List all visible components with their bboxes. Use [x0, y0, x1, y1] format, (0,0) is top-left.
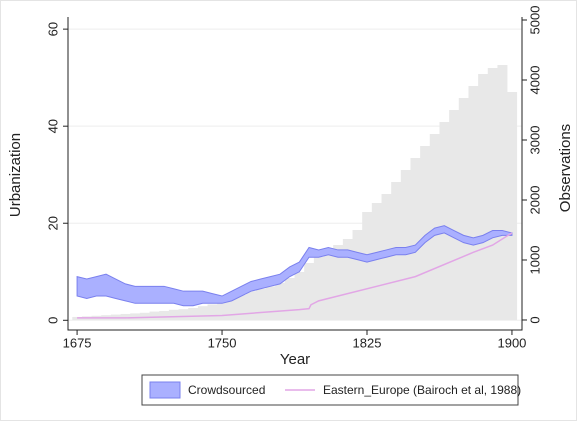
plot-area: 0 20 40 60 0 1000 2000 3000 4000 5000 1675 1750 1825… [45, 6, 542, 351]
bar [207, 304, 218, 320]
x-tick-label: 1750 [208, 335, 237, 350]
bar [478, 73, 489, 320]
x-tick-label: 1825 [353, 335, 382, 350]
y2-tick-label: 4000 [527, 66, 542, 95]
legend-label: Crowdsourced [188, 383, 265, 397]
bar [120, 313, 131, 320]
bar [159, 310, 170, 320]
bar [130, 313, 141, 320]
bar [468, 85, 479, 320]
bar [371, 202, 382, 320]
y2-tick-label: 5000 [527, 6, 542, 35]
bar [294, 271, 305, 320]
y2-axis-title: Observations [557, 124, 574, 212]
bar [284, 277, 295, 320]
y-tick-label: 20 [45, 216, 60, 230]
bar [275, 282, 286, 320]
y2-tick-label: 0 [527, 316, 542, 323]
bar [313, 256, 324, 320]
bar [352, 229, 363, 320]
y2-tick-label: 2000 [527, 186, 542, 215]
bar [178, 309, 189, 320]
y-tick-label: 40 [45, 119, 60, 133]
bar [400, 169, 411, 320]
bar [410, 157, 421, 320]
bar [429, 133, 440, 320]
bar [246, 291, 257, 320]
bar [439, 121, 450, 320]
y2-tick-label: 3000 [527, 126, 542, 155]
y-axis-title: Urbanization [7, 133, 24, 217]
band-area [76, 225, 513, 307]
legend-label: Eastern_Europe (Bairoch et al, 1988) [323, 383, 521, 397]
bar [342, 238, 353, 320]
y2-tick-label: 1000 [527, 246, 542, 275]
axis-frame [67, 17, 523, 331]
bar [149, 311, 160, 320]
legend [141, 374, 519, 406]
bar [197, 306, 208, 320]
line [77, 232, 513, 319]
bar [497, 64, 508, 320]
bar [236, 294, 247, 320]
bar [362, 211, 373, 320]
bar [168, 309, 179, 320]
legend-swatch [149, 381, 181, 399]
x-axis-title: Year [280, 351, 310, 368]
bar [487, 67, 498, 320]
bar [217, 302, 228, 320]
bar [458, 97, 469, 320]
y-tick-label: 60 [45, 22, 60, 36]
bar [226, 298, 237, 320]
bar [139, 312, 150, 320]
x-tick-label: 1900 [497, 335, 526, 350]
y-tick-label: 0 [45, 317, 60, 324]
x-tick-label: 1675 [63, 335, 92, 350]
bar [507, 91, 518, 320]
bar [304, 262, 315, 320]
bar [255, 288, 266, 320]
bar [265, 286, 276, 320]
bar [188, 307, 199, 320]
bar [333, 244, 344, 320]
bar [449, 109, 460, 320]
bar [420, 145, 431, 320]
bar [323, 250, 334, 320]
